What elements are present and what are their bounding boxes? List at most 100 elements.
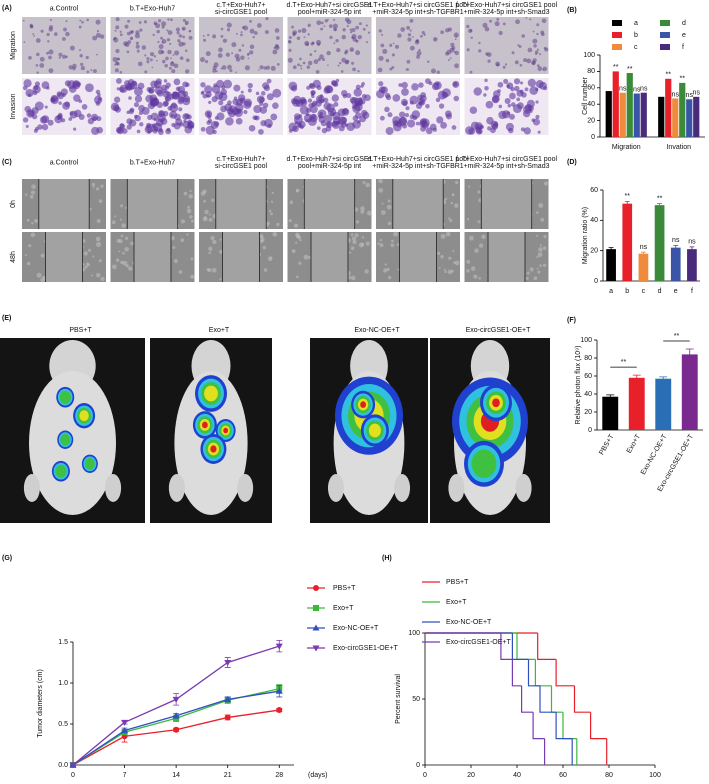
cell xyxy=(537,130,541,134)
cell xyxy=(362,27,366,31)
cell xyxy=(68,85,77,93)
column-label: +miR-324-5p int+sh-TGFBR1 xyxy=(372,9,464,16)
cell xyxy=(83,251,88,256)
cell xyxy=(299,239,302,242)
cell xyxy=(32,90,38,96)
cell xyxy=(150,112,159,121)
cell xyxy=(394,44,400,49)
cell xyxy=(29,23,33,27)
cell xyxy=(272,49,278,55)
cell xyxy=(487,59,491,63)
cell xyxy=(468,185,471,188)
cell xyxy=(402,100,408,107)
cell xyxy=(25,124,29,128)
cell xyxy=(307,98,313,103)
cell xyxy=(407,33,412,37)
cell xyxy=(114,29,117,32)
cell xyxy=(186,208,192,214)
cell xyxy=(538,247,543,252)
cell xyxy=(80,62,84,66)
significance-label: ns xyxy=(672,237,680,244)
cell xyxy=(333,81,339,87)
cell xyxy=(498,104,503,109)
cell xyxy=(505,122,514,131)
cell xyxy=(453,32,459,38)
cell xyxy=(306,107,312,113)
cell xyxy=(34,126,39,131)
cell xyxy=(164,63,168,68)
wound-gap xyxy=(45,232,83,282)
cell xyxy=(317,57,321,62)
cell xyxy=(36,272,42,278)
cell xyxy=(120,234,124,238)
cell xyxy=(173,122,181,130)
cell xyxy=(305,42,310,47)
cell xyxy=(116,87,120,91)
cell xyxy=(204,209,209,215)
cell xyxy=(119,71,123,74)
cell xyxy=(249,44,255,50)
cell xyxy=(387,275,392,280)
cell xyxy=(519,63,523,67)
cell xyxy=(292,65,297,70)
cell xyxy=(238,48,242,52)
cell xyxy=(124,247,129,252)
cell xyxy=(333,101,339,107)
cell xyxy=(466,218,470,221)
cell xyxy=(35,64,39,67)
cell xyxy=(346,122,355,131)
significance-label: ns xyxy=(619,86,627,93)
cell xyxy=(113,104,120,112)
cell xyxy=(98,259,102,263)
cell xyxy=(533,276,538,281)
signal xyxy=(59,390,71,404)
cell xyxy=(536,64,540,68)
cell xyxy=(307,23,311,28)
cell xyxy=(31,107,39,115)
cell xyxy=(120,260,124,265)
cell xyxy=(201,90,205,94)
cell xyxy=(478,243,484,248)
cell xyxy=(146,57,150,61)
cell xyxy=(76,81,82,87)
survival-step xyxy=(521,685,534,713)
cell xyxy=(112,57,118,62)
cell xyxy=(468,127,476,135)
cell xyxy=(335,38,339,43)
cell xyxy=(535,114,540,119)
cell xyxy=(235,57,241,62)
bar xyxy=(658,96,665,137)
cell xyxy=(149,94,158,103)
cell xyxy=(149,58,153,62)
significance-label: ** xyxy=(680,76,686,83)
cell xyxy=(99,34,105,39)
cell xyxy=(172,54,175,57)
cell xyxy=(326,50,331,56)
y-tick-label: 1.0 xyxy=(58,680,68,687)
cell xyxy=(482,22,488,28)
cell xyxy=(351,104,357,110)
cell xyxy=(334,29,337,32)
cell xyxy=(93,69,97,73)
legend-marker xyxy=(313,585,319,591)
cell xyxy=(240,33,243,37)
cell xyxy=(157,40,160,44)
cell xyxy=(58,56,61,59)
survival-step xyxy=(537,633,557,660)
x-tick-label: 100 xyxy=(649,772,661,779)
cell xyxy=(161,21,167,27)
bar xyxy=(672,98,679,137)
cell xyxy=(214,116,219,120)
cell xyxy=(358,22,362,26)
cell xyxy=(90,69,93,72)
wound-gap xyxy=(304,179,355,229)
cell xyxy=(389,67,393,71)
cell xyxy=(115,17,120,22)
cell xyxy=(138,21,142,24)
cell xyxy=(385,127,394,135)
cell xyxy=(484,26,490,32)
cell xyxy=(391,53,395,57)
data-point xyxy=(121,719,129,726)
panel-label: (G) xyxy=(2,555,12,562)
cell xyxy=(314,50,317,53)
